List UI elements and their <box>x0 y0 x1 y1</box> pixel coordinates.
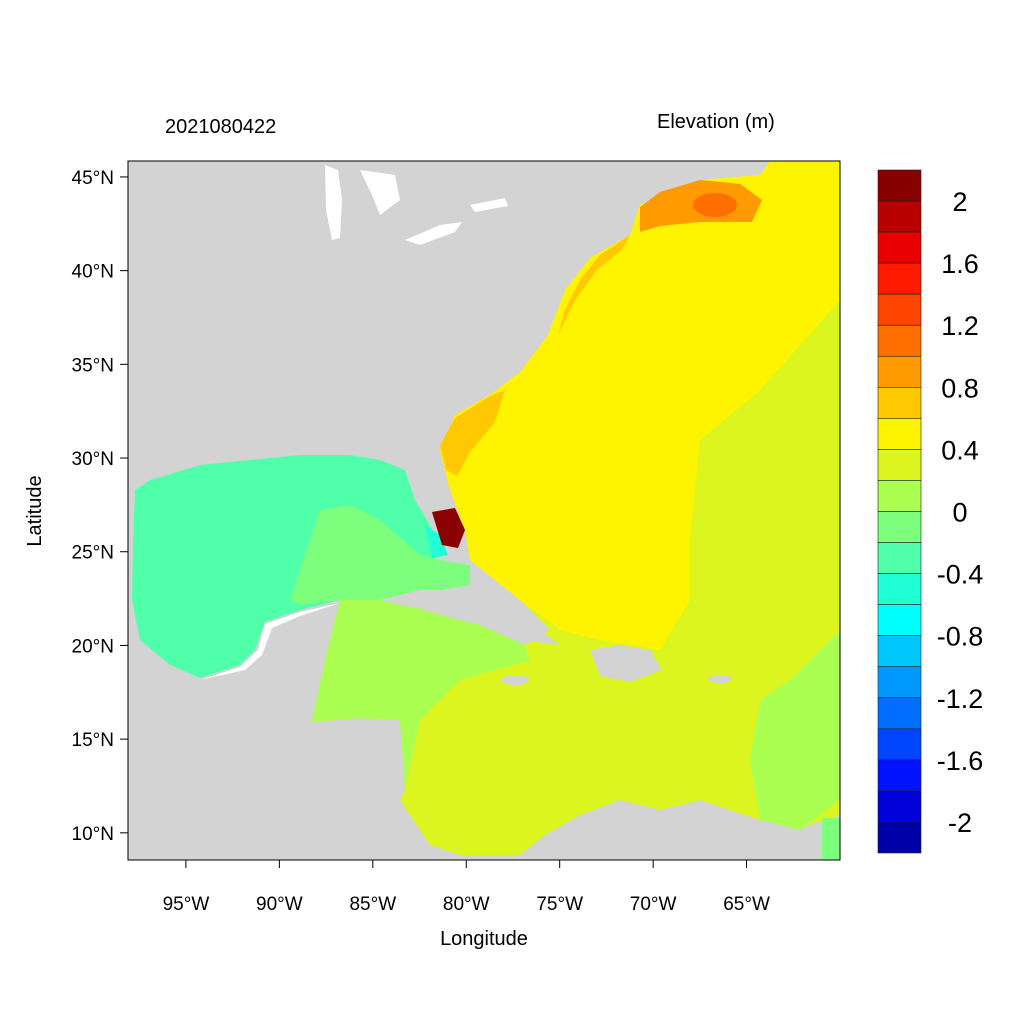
gulf-central-region <box>290 505 470 605</box>
colorbar-swatch <box>877 480 922 512</box>
southeast-corner-region <box>822 818 840 860</box>
x-tick-label: 75°W <box>536 894 583 915</box>
west-caribbean-region <box>312 600 530 790</box>
colorbar-label: 2 <box>952 187 967 217</box>
y-tick-label: 40°N <box>72 262 114 283</box>
colorbar-swatch <box>877 604 922 636</box>
atlantic-region <box>440 161 840 650</box>
x-axis-label: Longitude <box>440 928 528 950</box>
y-tick-label: 45°N <box>72 168 114 189</box>
plot-frame <box>127 160 841 861</box>
variable-title: Elevation (m) <box>657 111 775 133</box>
colorbar-swatch <box>877 759 922 792</box>
colorbar-swatch <box>877 262 922 295</box>
x-tick-label: 70°W <box>630 894 677 915</box>
colorbar-swatch <box>877 697 922 730</box>
colorbar-label: 0 <box>952 498 967 528</box>
y-tick-label: 30°N <box>72 449 114 470</box>
colorbar-swatch <box>877 573 922 605</box>
colorbar-label: 1.6 <box>941 249 979 279</box>
gulf-of-mexico-region <box>132 455 445 678</box>
colorbar-label: -2 <box>948 808 972 838</box>
colorbar-swatch <box>877 449 922 481</box>
cuba-land <box>380 590 560 645</box>
x-axis: 95°W 90°W 85°W 80°W 75°W 70°W 65°W <box>163 860 770 915</box>
lake-michigan <box>325 165 342 240</box>
lake-huron <box>360 170 400 215</box>
colorbar-label: 0.8 <box>941 373 979 403</box>
colorbar-label: -0.4 <box>937 560 984 590</box>
x-tick-label: 85°W <box>349 894 396 915</box>
east-caribbean-region <box>750 630 840 830</box>
colorbar: 2 1.6 1.2 0.8 0.4 0 -0.4 -0.8 -1.2 -1.6 -2 <box>877 169 984 854</box>
y-tick-label: 20°N <box>72 636 114 657</box>
colorbar-swatch <box>877 666 922 699</box>
colorbar-swatch <box>877 418 922 450</box>
map-plot-area <box>127 160 841 861</box>
puerto-rico-land <box>708 675 732 683</box>
colorbar-swatch <box>877 293 922 326</box>
x-tick-label: 90°W <box>256 894 303 915</box>
mid-atlantic-coastal-band <box>558 235 630 335</box>
colorbar-swatch <box>877 200 922 233</box>
hispaniola-land <box>590 645 662 682</box>
colorbar-swatch <box>877 387 922 419</box>
georgia-coastal-band <box>440 390 505 476</box>
colorbar-swatch <box>877 355 922 388</box>
y-tick-label: 25°N <box>72 543 114 564</box>
colorbar-label: -1.6 <box>937 746 984 776</box>
colorbar-swatch <box>877 231 922 264</box>
south-florida-flooding <box>432 508 465 548</box>
colorbar-swatch <box>877 511 922 543</box>
y-tick-label: 10°N <box>72 824 114 845</box>
colorbar-swatch <box>877 728 922 761</box>
florida-bay-cyan <box>425 525 448 558</box>
x-tick-label: 95°W <box>163 894 210 915</box>
y-axis: 45°N 40°N 35°N 30°N 25°N 20°N 15°N 10°N <box>72 168 128 845</box>
colorbar-label: -0.8 <box>937 622 984 652</box>
y-axis-label: Latitude <box>24 475 46 546</box>
colorbar-swatch <box>877 324 922 357</box>
colorbar-label: 0.4 <box>941 435 979 465</box>
colorbar-swatch <box>877 821 922 854</box>
lake-erie <box>405 222 462 245</box>
x-tick-label: 65°W <box>723 894 770 915</box>
colorbar-swatch <box>877 542 922 574</box>
y-tick-label: 35°N <box>72 355 114 376</box>
y-tick-label: 15°N <box>72 730 114 751</box>
colorbar-label: 1.2 <box>941 311 979 341</box>
colorbar-swatch <box>877 169 922 202</box>
colorbar-label: -1.2 <box>937 684 984 714</box>
jamaica-land <box>501 675 529 685</box>
colorbar-swatch <box>877 635 922 668</box>
colorbar-swatch <box>877 790 922 823</box>
lake-ontario <box>470 198 508 212</box>
gulf-of-maine-core <box>693 193 737 217</box>
timestamp-title: 2021080422 <box>165 116 276 138</box>
x-tick-label: 80°W <box>443 894 490 915</box>
